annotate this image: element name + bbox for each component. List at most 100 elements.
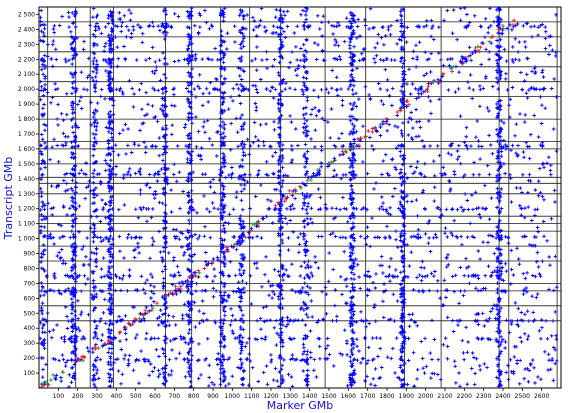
scatter-point [73, 340, 77, 345]
scatter-point [239, 253, 243, 257]
scatter-point [365, 225, 370, 229]
scatter-point [185, 284, 190, 288]
scatter-point [202, 311, 206, 316]
scatter-point [545, 161, 549, 165]
scatter-point [499, 306, 503, 310]
scatter-point [162, 72, 166, 77]
scatter-point [220, 217, 225, 221]
scatter-point [339, 87, 343, 91]
scatter-point [505, 88, 510, 92]
scatter-point [82, 39, 86, 44]
scatter-point [248, 144, 253, 148]
scatter-point [458, 265, 463, 270]
scatter-point [280, 181, 285, 186]
scatter-point [105, 273, 109, 277]
scatter-point [252, 261, 257, 266]
scatter-point [110, 237, 115, 241]
scatter-point [123, 57, 128, 62]
scatter-point [71, 75, 75, 79]
scatter-point [391, 292, 396, 297]
scatter-point [395, 299, 400, 303]
scatter-point [467, 281, 472, 286]
scatter-point [316, 43, 320, 47]
scatter-point [187, 268, 192, 273]
scatter-point [306, 24, 311, 28]
scatter-point [229, 319, 234, 323]
scatter-point [251, 28, 256, 32]
scatter-point [349, 21, 354, 26]
scatter-point [271, 378, 276, 382]
scatter-point [110, 146, 114, 150]
scatter-point [310, 107, 314, 112]
scatter-point [164, 307, 168, 311]
scatter-point [164, 127, 169, 131]
scatter-point [393, 371, 397, 375]
scatter-point [114, 172, 118, 177]
scatter-point [555, 285, 559, 289]
scatter-point [222, 285, 226, 289]
scatter-point [398, 357, 402, 361]
scatter-point [227, 382, 231, 386]
scatter-point [187, 206, 192, 210]
scatter-point [219, 211, 223, 215]
scatter-point [70, 229, 74, 233]
scatter-point [101, 311, 106, 315]
scatter-point [333, 43, 337, 47]
scatter-point [502, 162, 506, 166]
scatter-point [377, 207, 382, 211]
scatter-point [498, 379, 503, 384]
scatter-point [76, 316, 80, 321]
scatter-point [498, 343, 503, 347]
diagonal-point [206, 261, 211, 266]
scatter-point [414, 134, 418, 139]
scatter-point [235, 336, 239, 340]
scatter-point [370, 216, 374, 220]
scatter-point [498, 229, 503, 233]
scatter-point [253, 194, 258, 199]
scatter-point [379, 365, 384, 370]
scatter-point [239, 308, 244, 313]
scatter-point [200, 57, 205, 61]
scatter-point [462, 357, 466, 362]
scatter-point [127, 361, 131, 366]
scatter-point [79, 168, 84, 173]
scatter-point [110, 255, 115, 259]
scatter-point [399, 270, 403, 275]
scatter-point [239, 365, 244, 370]
scatter-point [239, 294, 243, 298]
scatter-point [253, 101, 258, 106]
scatter-point [106, 372, 111, 376]
scatter-point [495, 44, 499, 48]
scatter-point [382, 43, 386, 47]
scatter-point [274, 343, 279, 347]
scatter-point [40, 308, 44, 313]
scatter-point [452, 218, 456, 223]
scatter-point [118, 86, 123, 91]
scatter-point [476, 337, 481, 341]
scatter-point [281, 380, 285, 384]
scatter-point [411, 49, 416, 54]
scatter-point [92, 364, 96, 369]
scatter-point [298, 307, 303, 311]
scatter-point [330, 68, 334, 73]
scatter-point [158, 372, 162, 376]
scatter-point [326, 20, 331, 24]
scatter-point [445, 235, 450, 239]
scatter-point [116, 153, 121, 157]
scatter-point [495, 291, 500, 295]
scatter-point [422, 25, 426, 29]
scatter-point [172, 12, 177, 16]
scatter-point [472, 355, 476, 360]
scatter-point [212, 87, 216, 92]
scatter-point [108, 217, 112, 221]
scatter-point [139, 319, 144, 323]
scatter-point [121, 273, 126, 278]
scatter-point [389, 317, 393, 321]
scatter-point [135, 333, 139, 337]
scatter-point [522, 215, 527, 220]
diagonal-point [284, 196, 288, 201]
scatter-point [110, 21, 115, 25]
scatter-point [276, 231, 281, 236]
scatter-point [166, 24, 170, 28]
scatter-point [469, 58, 473, 63]
